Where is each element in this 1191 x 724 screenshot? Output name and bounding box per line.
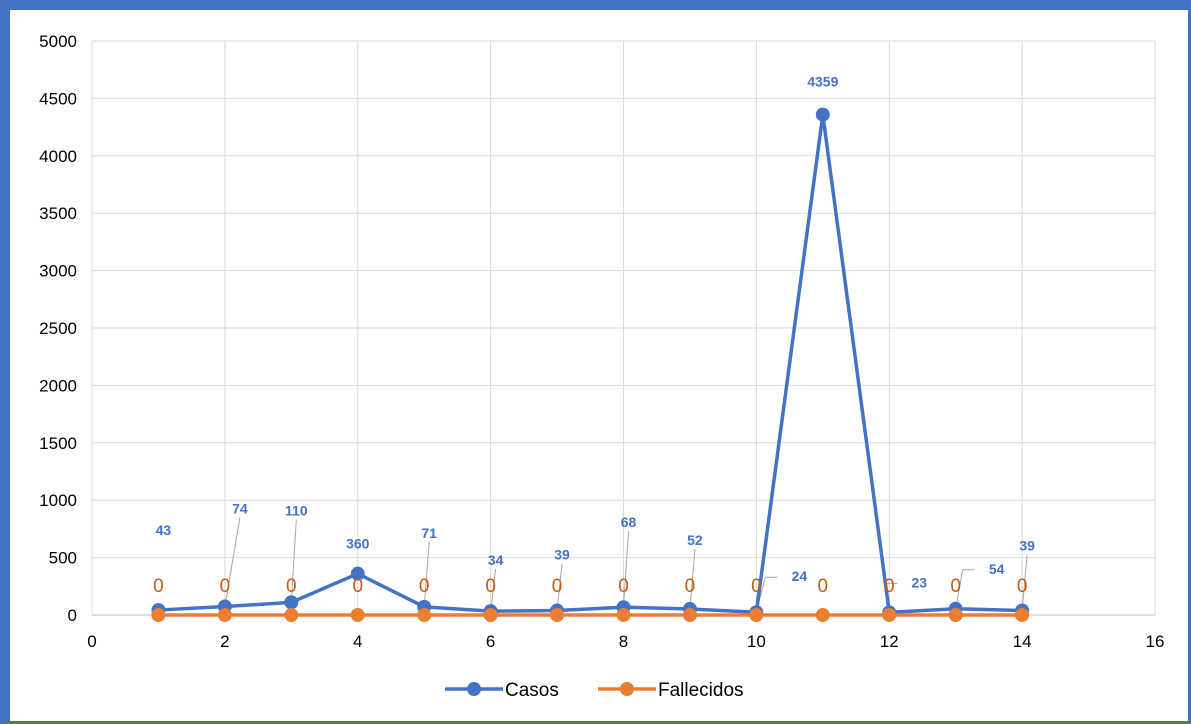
y-tick-label: 3000	[39, 262, 77, 281]
legend-casos-marker	[467, 682, 481, 696]
casos-data-label: 34	[488, 552, 504, 568]
legend: Casos Fallecidos	[445, 680, 744, 701]
casos-data-label: 39	[1019, 538, 1035, 554]
fallecidos-point	[151, 608, 166, 622]
y-tick-label: 4500	[39, 89, 77, 108]
fallecidos-data-label: 0	[950, 576, 961, 597]
fallecidos-data-label: 0	[552, 576, 563, 597]
casos-leader-line	[224, 517, 241, 607]
fallecidos-data-label: 0	[485, 576, 496, 597]
data-labels: 43 74 110 360 71 34 39 68 52 24 4359 23 54 39 0 0 0 0 0 0 0 0…	[153, 74, 1035, 597]
casos-data-label: 52	[687, 532, 703, 548]
y-tick-label: 1500	[39, 434, 77, 453]
fallecidos-point	[616, 608, 631, 622]
fallecidos-point	[682, 608, 697, 622]
y-tick-label: 1000	[39, 491, 77, 510]
casos-series	[151, 107, 1030, 620]
legend-fallecidos-label: Fallecidos	[658, 680, 744, 701]
y-tick-label: 2500	[39, 319, 77, 338]
y-tick-label: 4000	[39, 147, 77, 166]
fallecidos-data-label: 0	[685, 576, 696, 597]
fallecidos-point	[1015, 608, 1030, 622]
series-layer	[151, 107, 1030, 622]
casos-data-label: 71	[421, 525, 437, 541]
casos-data-label: 43	[156, 522, 172, 538]
casos-leader-line	[490, 569, 497, 612]
fallecidos-point	[550, 608, 565, 622]
fallecidos-data-label: 0	[618, 576, 629, 597]
casos-line	[158, 112, 1023, 615]
x-tick-label: 10	[747, 632, 766, 651]
x-tick-label: 8	[619, 632, 628, 651]
casos-data-label: 4359	[807, 74, 838, 90]
casos-leader-line	[290, 519, 297, 603]
x-tick-label: 4	[353, 632, 362, 651]
casos-data-label: 68	[621, 514, 637, 530]
fallecidos-point	[483, 608, 498, 622]
fallecidos-data-label: 0	[818, 576, 829, 597]
x-axis-tick-labels: 0 2 4 6 8 10 12 14 16	[87, 632, 1164, 651]
x-tick-label: 14	[1013, 632, 1032, 651]
casos-data-label: 110	[285, 502, 308, 518]
fallecidos-point	[882, 608, 897, 622]
legend-item-fallecidos: Fallecidos	[598, 680, 744, 701]
y-tick-label: 5000	[39, 32, 77, 51]
casos-data-label: 39	[554, 547, 570, 563]
x-tick-label: 0	[87, 632, 96, 651]
fallecidos-point	[948, 608, 963, 622]
legend-casos-label: Casos	[505, 680, 559, 701]
casos-data-label: 24	[792, 568, 808, 584]
x-tick-label: 16	[1146, 632, 1165, 651]
fallecidos-data-label: 0	[1017, 576, 1028, 597]
casos-leader-line	[623, 531, 629, 608]
fallecidos-data-label: 0	[751, 576, 762, 597]
casos-point	[350, 566, 365, 581]
fallecidos-point	[417, 608, 432, 622]
fallecidos-series	[151, 608, 1030, 622]
casos-leader-line	[689, 548, 696, 610]
fallecidos-point	[749, 608, 764, 622]
data-label-leader-lines	[224, 517, 1028, 613]
legend-fallecidos-marker	[620, 682, 634, 696]
fallecidos-point	[350, 608, 365, 622]
x-tick-label: 2	[220, 632, 229, 651]
casos-point	[284, 595, 299, 610]
casos-leader-line	[1021, 554, 1028, 611]
fallecidos-data-label: 0	[352, 576, 363, 597]
fallecidos-point	[815, 608, 830, 622]
fallecidos-data-label: 0	[153, 576, 164, 597]
y-axis-tick-labels: 0 500 1000 1500 2000 2500 3000 3500 4000 4500 5000	[39, 32, 77, 625]
y-tick-label: 3500	[39, 204, 77, 223]
casos-data-label: 74	[232, 501, 248, 517]
x-tick-label: 6	[486, 632, 495, 651]
fallecidos-data-label: 0	[884, 576, 895, 597]
casos-data-label: 54	[989, 561, 1005, 577]
casos-leader-line	[423, 541, 430, 607]
fallecidos-point	[217, 608, 232, 622]
casos-leader-line	[955, 569, 975, 609]
fallecidos-data-label: 0	[419, 576, 430, 597]
y-tick-label: 500	[49, 549, 77, 568]
y-tick-label: 2000	[39, 376, 77, 395]
casos-point	[815, 107, 830, 122]
x-tick-label: 12	[880, 632, 899, 651]
y-tick-label: 0	[68, 606, 77, 625]
fallecidos-point	[284, 608, 299, 622]
casos-data-label: 23	[911, 574, 927, 590]
casos-leader-line	[556, 563, 563, 611]
legend-item-casos: Casos	[445, 680, 559, 701]
fallecidos-data-label: 0	[286, 576, 297, 597]
casos-data-label: 360	[346, 536, 370, 552]
fallecidos-data-label: 0	[220, 576, 231, 597]
